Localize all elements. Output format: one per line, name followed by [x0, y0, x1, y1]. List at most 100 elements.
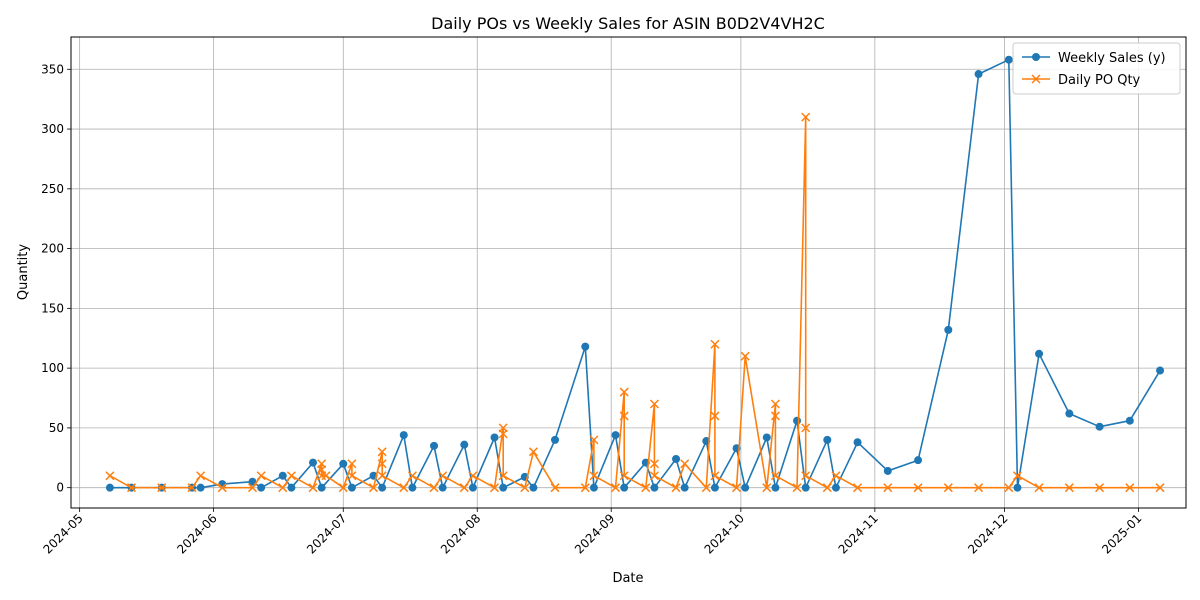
- marker-stroke: [974, 483, 984, 493]
- weekly-sales-point: [287, 483, 296, 492]
- marker-stroke: [347, 459, 357, 469]
- daily-po-point: [438, 471, 448, 481]
- marker-stroke: [701, 483, 711, 493]
- marker-stroke: [368, 483, 379, 493]
- daily-po-point: [762, 483, 772, 493]
- marker-stroke: [126, 483, 137, 493]
- weekly-sales-point: [317, 483, 326, 492]
- daily-po-point: [368, 483, 379, 493]
- weekly-sales-point: [914, 456, 923, 465]
- marker-stroke: [438, 471, 448, 481]
- marker-stroke: [377, 447, 387, 457]
- marker-stroke: [671, 483, 681, 493]
- daily-po-point: [883, 483, 893, 493]
- weekly-sales-point: [620, 483, 629, 492]
- y-tick-label: 150: [41, 301, 64, 315]
- daily-po-point: [619, 387, 629, 397]
- marker-stroke: [377, 471, 387, 481]
- marker-stroke: [853, 483, 863, 493]
- daily-po-point: [580, 483, 590, 493]
- marker-stroke: [187, 483, 197, 493]
- daily-po-point: [853, 483, 863, 493]
- legend: Weekly Sales (y) Daily PO Qty: [1012, 42, 1181, 95]
- y-axis: 0 50 100 150 200 250 300 350: [41, 62, 71, 495]
- weekly-sales-point: [1095, 422, 1104, 431]
- y-axis-label: Quantity: [16, 244, 31, 300]
- marker-stroke: [498, 429, 508, 439]
- marker-stroke: [407, 471, 417, 481]
- weekly-sales-point: [339, 459, 348, 468]
- daily-po-point: [770, 411, 780, 421]
- daily-po-point: [1095, 483, 1105, 493]
- weekly-sales-point: [650, 483, 659, 492]
- daily-po-point: [801, 112, 811, 122]
- daily-po-point: [407, 471, 417, 481]
- daily-po-point: [347, 459, 357, 469]
- daily-po-point: [710, 411, 720, 421]
- daily-po-point: [1034, 483, 1044, 493]
- marker-stroke: [217, 483, 227, 493]
- plot-series: [105, 55, 1165, 493]
- weekly-sales-point: [710, 483, 719, 492]
- marker-stroke: [710, 471, 720, 481]
- weekly-sales-point: [974, 70, 983, 79]
- y-tick-label: 300: [41, 122, 64, 136]
- daily-po-point: [680, 459, 690, 469]
- marker-stroke: [1095, 483, 1105, 493]
- marker-stroke: [740, 351, 750, 361]
- daily-po-point: [286, 471, 296, 481]
- weekly-sales-point: [771, 483, 780, 492]
- marker-stroke: [649, 471, 659, 481]
- daily-po-point: [1064, 483, 1074, 493]
- chart-title: Daily POs vs Weekly Sales for ASIN B0D2V…: [431, 14, 825, 33]
- marker-stroke: [770, 411, 780, 421]
- marker-stroke: [649, 459, 659, 469]
- weekly-sales-point: [438, 483, 447, 492]
- marker-stroke: [680, 459, 690, 469]
- daily-po-point: [347, 471, 357, 481]
- marker-stroke: [498, 471, 508, 481]
- daily-po-point: [468, 471, 478, 481]
- marker-stroke: [580, 483, 590, 493]
- daily-po-point: [105, 471, 115, 481]
- weekly-sales-point: [347, 483, 356, 492]
- marker-stroke: [913, 483, 923, 493]
- y-tick-label: 350: [41, 62, 64, 76]
- marker-stroke: [619, 411, 629, 421]
- legend-label: Daily PO Qty: [1058, 73, 1141, 88]
- y-tick-label: 50: [49, 421, 64, 435]
- marker-stroke: [801, 423, 811, 433]
- daily-po-point: [641, 483, 651, 493]
- marker-stroke: [770, 471, 780, 481]
- marker-stroke: [801, 471, 811, 481]
- daily-po-point: [498, 429, 508, 439]
- daily-po-point: [770, 471, 780, 481]
- marker-stroke: [157, 483, 167, 493]
- daily-po-point: [649, 471, 659, 481]
- daily-po-point: [792, 483, 802, 493]
- marker-stroke: [589, 471, 599, 481]
- legend-label: Weekly Sales (y): [1058, 51, 1166, 66]
- marker-stroke: [377, 459, 387, 469]
- marker-stroke: [1031, 74, 1041, 84]
- y-tick-label: 100: [41, 361, 64, 375]
- daily-po-point: [1155, 483, 1165, 493]
- marker-stroke: [286, 471, 296, 481]
- daily-po-point: [187, 483, 197, 493]
- plot-frame: [70, 36, 1187, 509]
- marker-stroke: [278, 483, 288, 493]
- daily-po-point: [459, 483, 469, 493]
- weekly-sales-point: [611, 431, 620, 440]
- daily-po-point: [649, 459, 659, 469]
- marker-stroke: [489, 483, 500, 493]
- daily-po-point: [611, 483, 621, 493]
- daily-po-point: [770, 399, 780, 409]
- weekly-sales-point: [378, 483, 387, 492]
- daily-po-point: [321, 471, 331, 481]
- marker-stroke: [347, 471, 357, 481]
- legend-entry-weekly-sales: Weekly Sales (y): [1022, 51, 1166, 66]
- marker-stroke: [649, 399, 659, 409]
- weekly-sales-point: [490, 433, 499, 442]
- marker-stroke: [831, 471, 841, 481]
